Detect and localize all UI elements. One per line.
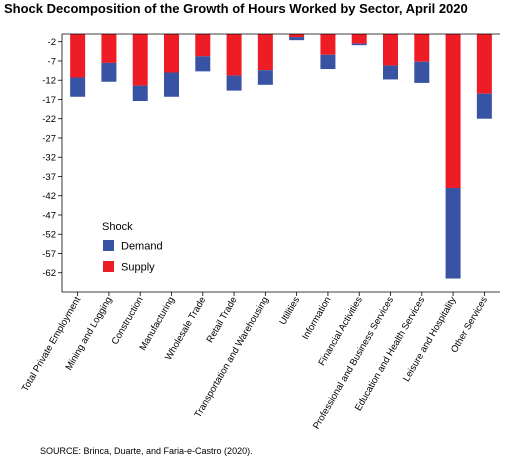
x-tick-label: Construction	[110, 295, 146, 347]
x-tick-label: Information	[300, 295, 333, 342]
bar-supply-information	[320, 34, 336, 55]
legend: Shock Demand Supply	[102, 221, 163, 274]
bar-demand-construction	[132, 85, 148, 102]
y-tick-label: -12	[42, 76, 56, 87]
x-tick-label: Utilities	[277, 295, 302, 327]
bar-supply-education-and-health-services	[414, 34, 430, 62]
y-tick-label: -37	[42, 172, 56, 183]
y-tick-label: -7	[48, 56, 56, 67]
y-tick-label: -42	[42, 191, 56, 202]
legend-label-supply: Supply	[121, 262, 155, 274]
bar-supply-transportation-and-warehousing	[257, 34, 273, 71]
bar-demand-information	[320, 54, 336, 70]
bar-demand-wholesale-trade	[195, 56, 211, 72]
bar-demand-utilities	[289, 37, 305, 41]
legend-swatch-supply	[103, 261, 114, 272]
bar-supply-professional-and-business-services	[383, 34, 398, 66]
bar-supply-mining-and-logging	[101, 34, 117, 63]
y-tick-label: -17	[42, 95, 56, 106]
bar-supply-other-services	[476, 34, 492, 94]
y-tick-label: -52	[42, 230, 56, 241]
bar-demand-manufacturing	[164, 72, 179, 97]
y-tick-label: -32	[42, 153, 56, 164]
x-tick-label: Total Private Employment	[20, 295, 84, 394]
bar-demand-transportation-and-warehousing	[257, 70, 273, 85]
x-tick-label: Retail Trade	[205, 295, 240, 345]
bar-demand-retail-trade	[226, 75, 242, 91]
y-tick-label: -27	[42, 133, 56, 144]
bar-demand-total-private-employment	[70, 77, 86, 97]
bar-supply-retail-trade	[226, 34, 242, 76]
legend-title: Shock	[102, 221, 133, 233]
chart-title: Shock Decomposition of the Growth of Hou…	[4, 1, 468, 16]
bar-supply-utilities	[289, 34, 305, 38]
y-tick-label: -22	[42, 114, 56, 125]
bar-demand-mining-and-logging	[101, 62, 117, 82]
legend-label-demand: Demand	[121, 241, 163, 253]
bar-supply-wholesale-trade	[195, 34, 211, 57]
bar-demand-other-services	[476, 93, 492, 119]
y-axis: -2 -7 -12 -17 -22 -27 -32 -37 -42 -47 -52 -57 -62	[42, 34, 63, 292]
source-note: SOURCE: Brinca, Duarte, and Faria-e-Cast…	[40, 446, 253, 456]
bar-demand-leisure-and-hospitality	[445, 188, 461, 279]
bar-demand-financial-activities	[351, 43, 367, 46]
bars	[70, 34, 492, 279]
bar-supply-financial-activities	[351, 34, 367, 44]
y-tick-label: -2	[48, 37, 56, 48]
y-tick-label: -47	[42, 210, 56, 221]
legend-swatch-demand	[103, 240, 114, 251]
bar-demand-education-and-health-services	[414, 61, 430, 83]
bar-supply-total-private-employment	[70, 34, 86, 78]
y-tick-label: -62	[42, 268, 56, 279]
bar-demand-professional-and-business-services	[383, 65, 398, 80]
y-tick-label: -57	[42, 249, 56, 260]
bar-supply-construction	[132, 34, 148, 86]
bar-supply-leisure-and-hospitality	[445, 34, 461, 189]
bar-supply-manufacturing	[164, 34, 179, 73]
